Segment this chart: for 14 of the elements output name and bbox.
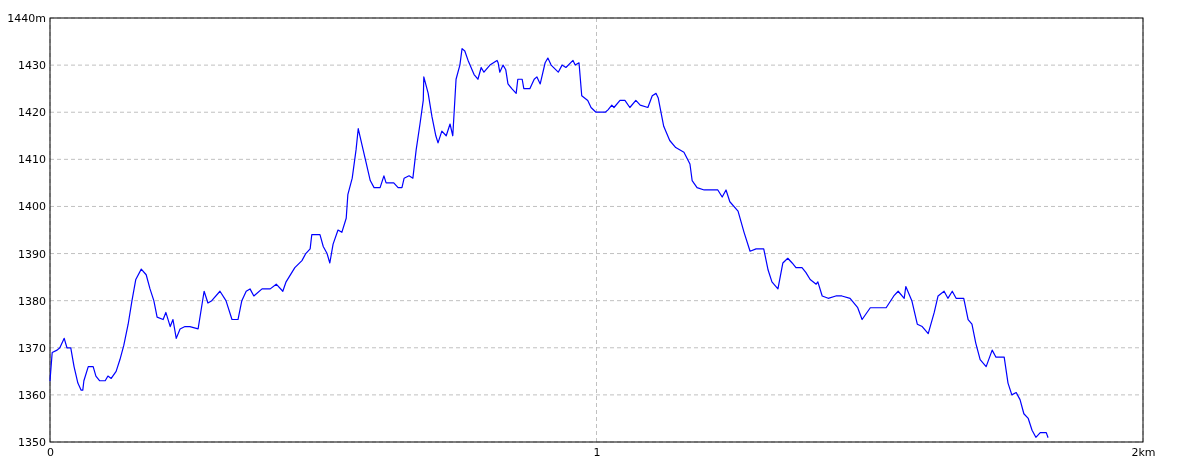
x-tick-label: 0 [47, 445, 54, 459]
y-tick-label: 1420 [18, 106, 46, 120]
y-tick-label: 1370 [18, 341, 46, 355]
y-tick-label: 1430 [18, 59, 46, 73]
y-tick-label: 1380 [18, 294, 46, 308]
y-tick-label: 1390 [18, 247, 46, 261]
y-tick-label: 1440m [7, 12, 46, 26]
y-tick-label: 1360 [18, 388, 46, 402]
line-series [49, 48, 1049, 438]
x-tick-label: 2km [1131, 445, 1156, 459]
x-tick-label: 1 [593, 445, 601, 459]
y-tick-label: 1400 [18, 200, 46, 214]
y-tick-label: 1410 [18, 153, 46, 167]
y-tick-label: 1350 [18, 436, 46, 450]
